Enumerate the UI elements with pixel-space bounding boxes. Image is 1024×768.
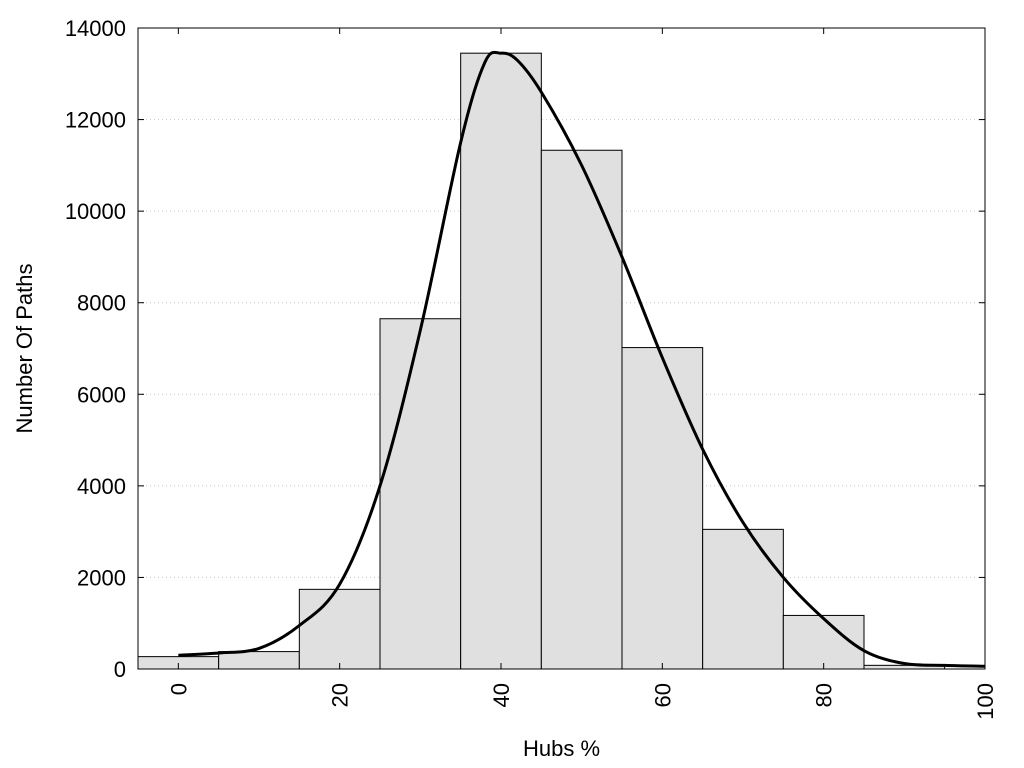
y-axis-title: Number Of Paths bbox=[12, 264, 37, 434]
plot-frame bbox=[137, 27, 986, 670]
histogram-bar bbox=[621, 347, 704, 670]
histogram-bar bbox=[379, 318, 462, 670]
x-tick-label: 100 bbox=[973, 683, 998, 720]
histogram-bar bbox=[702, 528, 784, 670]
x-tick-label: 20 bbox=[328, 683, 353, 707]
y-tick-label: 4000 bbox=[77, 474, 126, 499]
histogram-bar bbox=[298, 588, 381, 670]
bars bbox=[137, 52, 946, 670]
y-axis-ticks: 0 2000 4000 6000 8000 10000 12000 14000 bbox=[65, 16, 985, 682]
histogram-bar bbox=[460, 52, 542, 670]
x-tick-label: 0 bbox=[166, 683, 191, 695]
y-tick-label: 0 bbox=[114, 657, 126, 682]
y-tick-label: 10000 bbox=[65, 199, 126, 224]
x-axis-title: Hubs % bbox=[523, 736, 600, 761]
y-tick-label: 8000 bbox=[77, 291, 126, 316]
x-axis-ticks: 0 20 40 60 80 100 bbox=[166, 28, 998, 720]
y-tick-label: 6000 bbox=[77, 382, 126, 407]
histogram-bar bbox=[218, 651, 300, 670]
y-tick-label: 12000 bbox=[65, 108, 126, 133]
x-tick-label: 40 bbox=[489, 683, 514, 707]
density-curve-layer bbox=[178, 50, 986, 668]
histogram-bar bbox=[540, 149, 623, 670]
y-tick-label: 2000 bbox=[77, 565, 126, 590]
y-tick-label: 14000 bbox=[65, 16, 126, 41]
x-tick-label: 60 bbox=[650, 683, 675, 707]
x-tick-label: 80 bbox=[812, 683, 837, 707]
density-curve bbox=[178, 50, 986, 668]
